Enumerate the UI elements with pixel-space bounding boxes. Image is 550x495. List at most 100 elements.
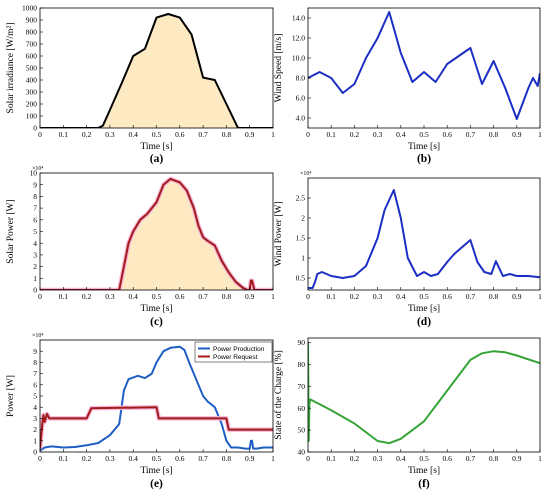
x-tick-label: 0 [306,292,310,301]
x-axis-label: Time [s] [140,304,172,314]
y-tick-label: 0 [33,448,37,457]
y-tick-label: 800 [26,28,38,37]
x-tick-label: 0.8 [489,292,499,301]
x-tick-label: 0.7 [466,454,476,463]
x-tick-label: 0.2 [350,454,360,463]
x-tick-label: 0.9 [512,130,522,139]
chart-panel-e: 0 0.1 0.2 0.3 0.4 0.5 0.6 0.7 0.8 0.9 10123456789×… [6,333,275,490]
plot-frame [307,337,541,453]
y-tick-label: 2 [33,262,37,271]
y-tick-label: 1000 [22,4,37,13]
x-tick-label: 0.7 [466,292,476,301]
x-tick-label: 0.9 [512,454,522,463]
y-tick-label: 14.0 [292,14,305,23]
y-tick-label: 6 [33,380,37,389]
x-tick-label: 0.8 [489,130,499,139]
x-tick-label: 0.4 [396,292,406,301]
y-axis-label: Wind Power [W] [274,201,284,266]
y-axis-label: Solar irradiance [W/m²] [6,23,16,114]
x-tick-label: 0.1 [327,292,337,301]
x-tick-label: 0.7 [198,130,208,139]
x-tick-label: 0.5 [152,454,162,463]
y-tick-label: 60 [298,404,306,413]
x-tick-label: 0.3 [105,454,115,463]
x-tick-label: 0.6 [443,454,453,463]
x-tick-label: 0.9 [245,292,255,301]
x-tick-label: 0.1 [327,130,337,139]
y-tick-label: 1 [33,436,37,445]
y-tick-label: 8 [33,192,37,201]
x-tick-label: 0.3 [105,130,115,139]
plot-area [308,189,540,289]
y-tick-label: 2 [301,214,305,223]
y-tick-label: 8 [33,358,37,367]
series-fill-c [40,178,273,290]
x-tick-label: 0.4 [396,454,406,463]
x-tick-label: 1 [538,130,542,139]
plot-area [308,11,540,120]
chart-panel-b: 0 0.1 0.2 0.3 0.4 0.5 0.6 0.7 0.8 0.9 14.06.08.010… [274,7,542,165]
x-tick-label: 0.2 [82,454,92,463]
x-tick-label: 0.3 [373,292,383,301]
y-tick-label: 3 [33,414,37,423]
x-tick-label: 0.9 [245,454,255,463]
x-tick-label: 0.5 [152,292,162,301]
x-tick-label: 0.4 [129,130,139,139]
y-tick-label: 4.0 [296,114,306,123]
x-tick-label: 0 [38,130,42,139]
x-tick-label: 0.4 [396,130,406,139]
x-tick-label: 1 [538,454,542,463]
x-tick-label: 0.3 [373,454,383,463]
y-tick-label: 3 [33,251,37,260]
x-tick-label: 0.3 [373,130,383,139]
x-tick-label: 0.5 [152,130,162,139]
chart-panel-d: 0 0.1 0.2 0.3 0.4 0.5 0.6 0.7 0.8 0.9 1 0.5 1 1.5 2 2.5… [274,171,542,328]
panel-caption: (d) [417,316,431,328]
y-tick-label: 12.0 [292,34,305,43]
y-scale-label: ×10⁴ [300,171,311,177]
y-tick-label: 900 [26,16,38,25]
y-tick-label: 10.0 [292,54,305,63]
x-tick-label: 1 [271,454,275,463]
y-tick-label: 2.5 [296,194,306,203]
x-tick-label: 0.1 [327,454,337,463]
x-tick-label: 0.1 [59,454,69,463]
x-axis-label: Time [s] [408,304,440,314]
legend-box [194,341,273,363]
series-line-a-0 [40,13,273,128]
x-tick-label: 0.5 [419,454,429,463]
y-tick-label: 7 [33,369,37,378]
chart-panel-c: 0 0.1 0.2 0.3 0.4 0.5 0.6 0.7 0.8 0.9 101234567891… [6,166,275,328]
plot-frame [307,177,541,291]
y-tick-label: 1.5 [296,234,306,243]
y-tick-label: 300 [26,88,38,97]
plot-area [40,176,273,290]
series-glow-e [40,404,273,449]
y-axis-label: State of the Charge [%] [273,350,284,440]
x-tick-label: 0.7 [198,454,208,463]
series-line-e-0 [40,345,273,451]
x-axis-label: Time [s] [408,466,440,476]
x-tick-label: 0.6 [443,130,453,139]
x-tick-label: 0.6 [443,292,453,301]
series-line-d-0 [308,189,540,289]
y-tick-label: 1 [33,274,37,283]
legend-label: Power Request [213,354,258,361]
x-tick-label: 0.9 [245,130,255,139]
x-tick-label: 0.1 [59,130,69,139]
chart-panel-a: 0 0.1 0.2 0.3 0.4 0.5 0.6 0.7 0.8 0.9 101002003004… [6,4,275,165]
x-tick-label: 0.2 [350,292,360,301]
panel-caption: (c) [150,316,163,328]
y-tick-label: 7 [33,204,37,213]
series-fill-a [40,14,273,128]
y-tick-label: 6 [33,215,37,224]
x-tick-label: 1 [538,292,542,301]
y-tick-label: 10 [30,169,38,178]
y-tick-label: 90 [298,338,306,347]
y-tick-label: 100 [26,112,38,121]
x-tick-label: 0 [306,130,310,139]
y-tick-label: 0 [33,124,37,133]
x-tick-label: 0.4 [129,292,139,301]
y-scale-label: ×10⁴ [32,166,43,172]
